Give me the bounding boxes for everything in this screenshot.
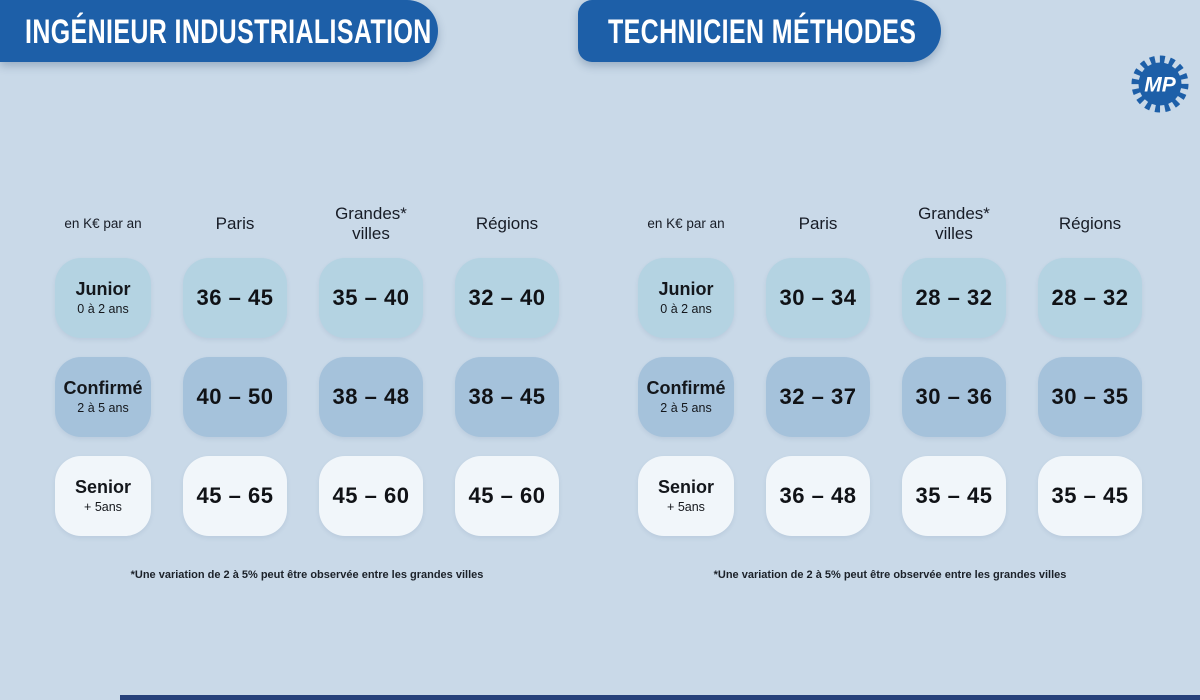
unit-label: en K€ par an [647,215,725,231]
salary-range: 38 – 45 [468,384,546,409]
level-label: Confirmé [646,378,726,399]
section-title-banner: TECHNICIEN MÉTHODES [578,0,941,62]
salary-range: 30 – 34 [779,285,857,310]
level-label: Junior [658,279,714,300]
salary-table: en K€ par an Paris Grandes* villes Régio… [55,190,559,536]
value-cell: 28 – 32 [1038,258,1142,338]
row-junior: Junior 0 à 2 ans [638,258,734,357]
footnote: *Une variation de 2 à 5% peut être obser… [713,569,1067,581]
value-cell: 35 – 45 [902,456,1006,536]
experience-label: 0 à 2 ans [77,301,129,316]
salary-range: 30 – 35 [1051,384,1129,409]
footnote: *Une variation de 2 à 5% peut être obser… [130,569,484,581]
section-title: TECHNICIEN MÉTHODES [608,11,917,50]
salary-range: 45 – 60 [468,483,546,508]
value-cell: 35 – 45 [1038,456,1142,536]
section-title: INGÉNIEUR INDUSTRIALISATION [25,11,432,50]
salary-range: 32 – 37 [779,384,857,409]
value-cell: 30 – 34 [766,258,870,338]
value-cell: 30 – 36 [902,357,1006,437]
section-title-banner: INGÉNIEUR INDUSTRIALISATION [0,0,438,62]
salary-range: 36 – 48 [779,483,857,508]
panel-technicien-methodes: TECHNICIEN MÉTHODES en K€ par an Paris G… [578,0,1200,700]
value-cell: 30 – 35 [1038,357,1142,437]
panel-ingenieur-industrialisation: INGÉNIEUR INDUSTRIALISATION en K€ par an… [0,0,578,700]
salary-table: en K€ par an Paris Grandes* villes Régio… [638,190,1142,536]
experience-label: 0 à 2 ans [660,301,712,316]
row-label-senior: Senior + 5ans [638,456,734,536]
salary-range: 45 – 65 [196,483,274,508]
value-cell: 45 – 65 [183,456,287,536]
column-header-paris: Paris [798,213,838,233]
salary-range: 35 – 45 [1051,483,1129,508]
value-cell: 45 – 60 [319,456,423,536]
column-header-regions: Régions [475,213,539,233]
logo-text: MP [1144,74,1176,97]
column-header-grandes-villes: Grandes* villes [918,203,990,243]
experience-label: + 5ans [84,499,122,514]
salary-range: 28 – 32 [1051,285,1129,310]
value-cell: 45 – 60 [455,456,559,536]
row-label-confirme: Confirmé 2 à 5 ans [638,357,734,437]
row-confirme: Confirmé 2 à 5 ans [55,357,151,456]
salary-range: 36 – 45 [196,285,274,310]
row-senior: Senior + 5ans [55,456,151,536]
column-header-paris: Paris [215,213,255,233]
level-label: Junior [75,279,131,300]
unit-label: en K€ par an [64,215,142,231]
value-cell: 35 – 40 [319,258,423,338]
experience-label: + 5ans [667,499,705,514]
mp-gear-logo: MP [1131,55,1189,113]
value-cell: 40 – 50 [183,357,287,437]
value-cell: 32 – 40 [455,258,559,338]
experience-label: 2 à 5 ans [77,400,129,415]
row-label-senior: Senior + 5ans [55,456,151,536]
salary-range: 28 – 32 [915,285,993,310]
salary-range: 32 – 40 [468,285,546,310]
row-confirme: Confirmé 2 à 5 ans [638,357,734,456]
value-cell: 36 – 45 [183,258,287,338]
salary-range: 38 – 48 [332,384,410,409]
level-label: Confirmé [63,378,143,399]
salary-range: 35 – 40 [332,285,410,310]
level-label: Senior [657,477,714,498]
value-cell: 28 – 32 [902,258,1006,338]
row-senior: Senior + 5ans [638,456,734,536]
row-label-junior: Junior 0 à 2 ans [638,258,734,338]
column-header-regions: Régions [1058,213,1122,233]
value-cell: 32 – 37 [766,357,870,437]
salary-range: 45 – 60 [332,483,410,508]
column-header-grandes-villes: Grandes* villes [335,203,407,243]
row-label-confirme: Confirmé 2 à 5 ans [55,357,151,437]
value-cell: 38 – 45 [455,357,559,437]
footer-accent-bar [120,695,1200,700]
row-label-junior: Junior 0 à 2 ans [55,258,151,338]
salary-range: 40 – 50 [196,384,274,409]
salary-range: 30 – 36 [915,384,993,409]
value-cell: 36 – 48 [766,456,870,536]
experience-label: 2 à 5 ans [660,400,712,415]
salary-range: 35 – 45 [915,483,993,508]
level-label: Senior [74,477,131,498]
value-cell: 38 – 48 [319,357,423,437]
row-junior: Junior 0 à 2 ans [55,258,151,357]
